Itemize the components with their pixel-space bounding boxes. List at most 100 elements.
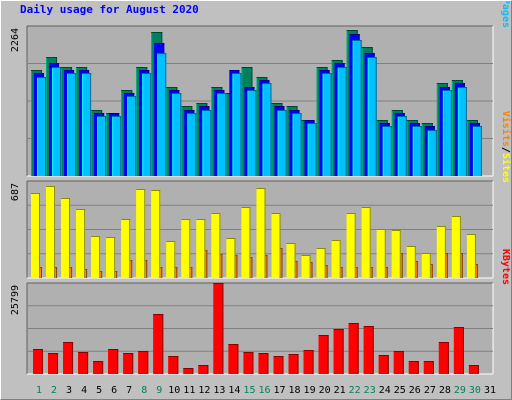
bar-sites-day-20 — [316, 248, 326, 278]
bar-pages-day-21 — [337, 67, 347, 176]
bar-kbytes-day-20 — [318, 335, 329, 374]
bar-sites-day-15 — [241, 207, 251, 278]
bar-pages-day-15 — [247, 90, 257, 176]
bar-sites-day-6 — [106, 237, 116, 278]
bar-sites-day-30 — [466, 234, 476, 278]
bar-sites-day-27 — [421, 253, 431, 278]
bar-sites-day-22 — [346, 213, 356, 278]
bar-sites-day-5 — [91, 236, 101, 278]
legend-hits-files-pages: Hits/Files/Pages — [500, 1, 511, 28]
x-tick-label: 5 — [96, 385, 102, 396]
bar-sites-day-10 — [166, 241, 176, 278]
legend-entry: Visits — [500, 111, 511, 147]
legend-visits-sites: Visits/Sites — [500, 111, 511, 183]
bar-kbytes-day-30 — [468, 365, 479, 374]
x-tick-label: 3 — [66, 385, 72, 396]
bar-pages-day-7 — [127, 96, 137, 176]
bar-kbytes-day-23 — [363, 326, 374, 374]
x-tick-label: 27 — [424, 385, 436, 396]
bar-kbytes-day-27 — [423, 361, 434, 374]
bar-pages-day-12 — [202, 110, 212, 176]
y-tick-label: 2264 — [10, 28, 21, 52]
x-tick-label: 22 — [349, 385, 361, 396]
bar-sites-day-11 — [181, 219, 191, 278]
x-tick-label: 20 — [319, 385, 331, 396]
bar-pages-day-17 — [277, 110, 287, 176]
bar-pages-day-5 — [97, 116, 107, 176]
x-tick-label: 31 — [484, 385, 496, 396]
bar-sites-day-9 — [151, 190, 161, 278]
bar-pages-day-24 — [382, 126, 392, 176]
bar-sites-day-2 — [46, 186, 56, 278]
legend-entry: Pages — [500, 1, 511, 28]
bar-kbytes-day-2 — [48, 353, 59, 374]
x-tick-label: 25 — [394, 385, 406, 396]
x-tick-label: 18 — [289, 385, 301, 396]
bar-pages-day-18 — [292, 113, 302, 176]
bar-pages-day-13 — [217, 93, 227, 176]
bar-kbytes-day-17 — [273, 356, 284, 374]
y-tick-label: 25799 — [10, 285, 21, 315]
x-tick-label: 30 — [469, 385, 481, 396]
x-tick-label: 13 — [213, 385, 225, 396]
bar-pages-day-27 — [427, 130, 437, 176]
bar-pages-day-3 — [67, 73, 77, 176]
x-tick-label: 9 — [156, 385, 162, 396]
bar-sites-day-29 — [451, 216, 461, 278]
bar-kbytes-day-9 — [153, 314, 164, 374]
x-tick-label: 24 — [379, 385, 391, 396]
bar-kbytes-day-12 — [198, 365, 209, 374]
legend-entry: / — [500, 147, 511, 153]
bar-pages-day-22 — [352, 40, 362, 176]
bar-kbytes-day-11 — [183, 368, 194, 374]
bar-pages-day-2 — [52, 67, 62, 176]
bar-pages-day-19 — [307, 123, 317, 176]
x-tick-label: 29 — [454, 385, 466, 396]
bar-pages-day-29 — [457, 87, 467, 176]
bar-kbytes-day-8 — [138, 351, 149, 374]
bar-pages-day-20 — [322, 73, 332, 176]
x-tick-label: 26 — [409, 385, 421, 396]
bar-sites-day-4 — [76, 209, 86, 278]
bar-sites-day-8 — [136, 189, 146, 278]
x-tick-label: 17 — [273, 385, 285, 396]
bar-sites-day-17 — [271, 213, 281, 278]
x-tick-label: 8 — [141, 385, 147, 396]
chart-title: Daily usage for August 2020 — [20, 3, 199, 16]
bar-kbytes-day-26 — [408, 361, 419, 374]
x-tick-label: 2 — [51, 385, 57, 396]
bar-pages-day-26 — [412, 126, 422, 176]
bar-sites-day-18 — [286, 243, 296, 278]
bar-pages-day-14 — [232, 73, 242, 176]
x-tick-label: 21 — [334, 385, 346, 396]
bar-kbytes-day-3 — [63, 342, 74, 374]
bar-sites-day-1 — [31, 193, 40, 278]
x-tick-label: 14 — [228, 385, 240, 396]
x-tick-label: 6 — [111, 385, 117, 396]
x-tick-label: 16 — [258, 385, 270, 396]
bar-pages-day-1 — [37, 77, 46, 176]
bar-pages-day-4 — [82, 73, 92, 176]
bar-kbytes-day-21 — [333, 329, 344, 374]
bar-pages-day-25 — [397, 116, 407, 176]
bar-sites-day-16 — [256, 188, 266, 278]
bar-kbytes-day-1 — [33, 349, 43, 374]
x-tick-label: 7 — [126, 385, 132, 396]
x-tick-label: 1 — [36, 385, 42, 396]
bar-kbytes-day-29 — [453, 327, 464, 374]
bar-kbytes-day-28 — [438, 342, 449, 374]
bar-kbytes-day-13 — [213, 283, 224, 374]
bar-pages-day-23 — [367, 57, 377, 176]
bar-pages-day-30 — [472, 126, 482, 176]
bar-sites-day-12 — [196, 219, 206, 278]
bar-kbytes-day-25 — [393, 351, 404, 374]
x-tick-label: 10 — [168, 385, 180, 396]
bar-sites-day-28 — [436, 226, 446, 278]
bar-kbytes-day-7 — [123, 353, 134, 374]
bar-sites-day-7 — [121, 219, 131, 278]
legend-entry: KBytes — [500, 249, 511, 285]
bar-pages-day-28 — [442, 90, 452, 176]
bar-sites-day-13 — [211, 213, 221, 278]
